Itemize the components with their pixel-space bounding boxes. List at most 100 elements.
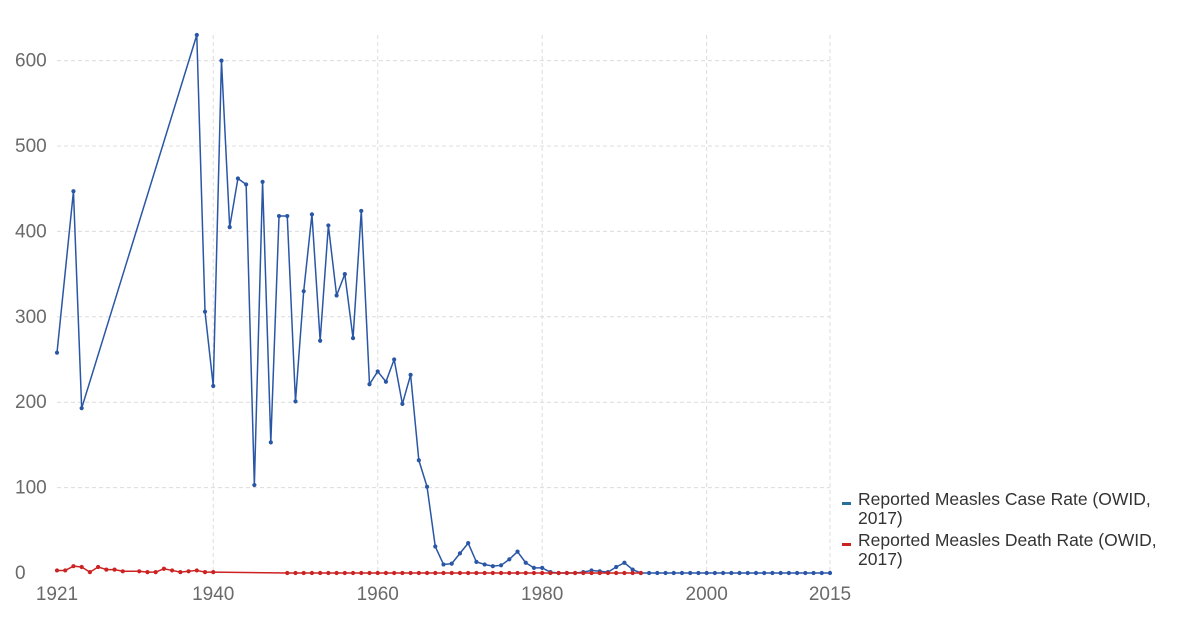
data-point-death-rate[interactable] (383, 570, 389, 576)
data-point-death-rate[interactable] (466, 570, 471, 576)
data-point-death-rate[interactable] (449, 570, 454, 576)
data-point-case-rate[interactable] (383, 379, 389, 384)
data-point-death-rate[interactable] (318, 570, 323, 576)
data-point-case-rate[interactable] (531, 565, 537, 570)
data-point-death-rate[interactable] (498, 570, 504, 576)
data-point-death-rate[interactable] (194, 568, 199, 573)
data-point-death-rate[interactable] (597, 570, 602, 576)
data-point-death-rate[interactable] (630, 570, 635, 576)
data-point-case-rate[interactable] (795, 570, 800, 576)
data-point-case-rate[interactable] (194, 32, 199, 38)
data-point-case-rate[interactable] (770, 570, 775, 576)
data-point-case-rate[interactable] (663, 570, 668, 576)
data-point-case-rate[interactable] (276, 213, 282, 219)
data-point-death-rate[interactable] (178, 570, 183, 575)
data-point-case-rate[interactable] (474, 559, 479, 564)
data-point-case-rate[interactable] (786, 570, 791, 576)
data-point-case-rate[interactable] (79, 406, 84, 411)
data-point-death-rate[interactable] (334, 570, 339, 576)
data-point-case-rate[interactable] (408, 372, 413, 377)
data-point-death-rate[interactable] (482, 570, 487, 576)
legend-item-cases[interactable]: Reported Measles Case Rate (OWID, 2017) (840, 490, 1200, 528)
data-point-case-rate[interactable] (490, 564, 495, 569)
data-point-case-rate[interactable] (515, 549, 520, 554)
data-point-case-rate[interactable] (540, 565, 545, 570)
data-point-death-rate[interactable] (104, 567, 109, 572)
data-point-death-rate[interactable] (515, 570, 520, 576)
data-point-case-rate[interactable] (202, 309, 208, 314)
data-point-case-rate[interactable] (803, 570, 808, 576)
data-point-death-rate[interactable] (581, 570, 586, 576)
data-point-death-rate[interactable] (54, 568, 60, 573)
data-point-case-rate[interactable] (819, 570, 824, 576)
data-point-case-rate[interactable] (268, 440, 273, 445)
data-point-case-rate[interactable] (466, 541, 471, 546)
data-point-death-rate[interactable] (326, 570, 331, 576)
data-point-death-rate[interactable] (614, 570, 619, 576)
data-point-death-rate[interactable] (285, 570, 290, 576)
data-point-death-rate[interactable] (408, 570, 413, 576)
data-point-case-rate[interactable] (630, 567, 635, 572)
data-point-case-rate[interactable] (342, 272, 347, 277)
data-point-death-rate[interactable] (145, 570, 150, 575)
data-point-case-rate[interactable] (688, 570, 693, 576)
data-point-case-rate[interactable] (424, 484, 430, 489)
data-point-death-rate[interactable] (490, 570, 495, 576)
data-point-case-rate[interactable] (449, 561, 454, 566)
data-point-case-rate[interactable] (614, 564, 619, 570)
data-point-case-rate[interactable] (704, 570, 709, 576)
data-point-case-rate[interactable] (375, 369, 380, 374)
data-point-death-rate[interactable] (71, 564, 76, 569)
data-point-case-rate[interactable] (71, 189, 76, 194)
data-point-case-rate[interactable] (671, 570, 676, 576)
data-point-death-rate[interactable] (531, 570, 537, 576)
data-point-death-rate[interactable] (342, 570, 347, 576)
data-point-death-rate[interactable] (441, 570, 446, 576)
data-point-death-rate[interactable] (392, 570, 397, 576)
data-point-death-rate[interactable] (589, 570, 594, 576)
data-point-case-rate[interactable] (745, 570, 750, 576)
data-point-death-rate[interactable] (375, 570, 380, 576)
data-point-death-rate[interactable] (564, 570, 569, 576)
data-point-case-rate[interactable] (219, 58, 224, 63)
data-point-death-rate[interactable] (112, 567, 117, 572)
data-point-case-rate[interactable] (482, 562, 487, 567)
data-point-case-rate[interactable] (244, 182, 249, 187)
data-point-case-rate[interactable] (507, 557, 512, 562)
data-point-death-rate[interactable] (359, 570, 364, 576)
data-point-case-rate[interactable] (235, 176, 241, 181)
data-point-case-rate[interactable] (622, 560, 627, 565)
data-point-death-rate[interactable] (202, 570, 208, 575)
data-point-death-rate[interactable] (137, 569, 142, 574)
data-point-death-rate[interactable] (424, 570, 430, 576)
data-point-case-rate[interactable] (523, 560, 528, 565)
data-point-death-rate[interactable] (556, 570, 561, 576)
data-point-death-rate[interactable] (87, 570, 92, 575)
data-point-case-rate[interactable] (359, 208, 364, 214)
data-point-case-rate[interactable] (498, 563, 504, 568)
data-point-death-rate[interactable] (457, 570, 463, 576)
data-point-case-rate[interactable] (811, 570, 816, 576)
data-point-case-rate[interactable] (679, 570, 685, 576)
data-point-death-rate[interactable] (293, 570, 298, 576)
data-point-case-rate[interactable] (696, 570, 701, 576)
data-point-case-rate[interactable] (762, 570, 767, 576)
data-point-case-rate[interactable] (753, 570, 759, 576)
data-point-case-rate[interactable] (211, 383, 216, 389)
data-point-case-rate[interactable] (318, 338, 323, 343)
data-point-death-rate[interactable] (548, 570, 553, 576)
data-point-death-rate[interactable] (507, 570, 512, 576)
data-point-death-rate[interactable] (186, 569, 191, 574)
data-point-death-rate[interactable] (350, 570, 356, 576)
data-point-death-rate[interactable] (120, 569, 125, 574)
data-point-death-rate[interactable] (63, 568, 68, 573)
data-point-death-rate[interactable] (605, 570, 611, 576)
data-point-case-rate[interactable] (301, 289, 306, 294)
data-point-case-rate[interactable] (326, 223, 331, 228)
data-point-case-rate[interactable] (54, 350, 60, 355)
data-point-death-rate[interactable] (309, 570, 315, 576)
data-point-case-rate[interactable] (334, 293, 339, 298)
data-point-case-rate[interactable] (712, 570, 717, 576)
data-point-death-rate[interactable] (416, 570, 421, 576)
data-point-case-rate[interactable] (827, 570, 833, 576)
